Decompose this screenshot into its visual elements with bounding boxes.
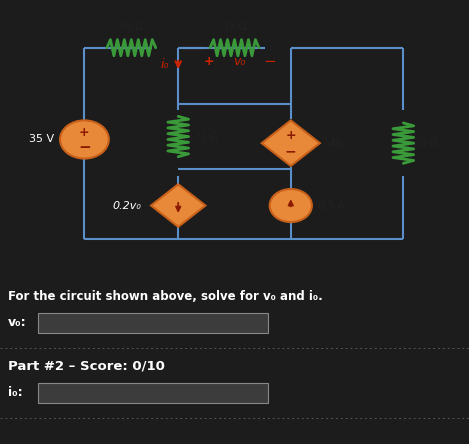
Text: −: − bbox=[263, 54, 276, 69]
Circle shape bbox=[60, 120, 109, 159]
Text: v₀:: v₀: bbox=[8, 316, 27, 329]
Text: v₀: v₀ bbox=[233, 55, 245, 68]
Text: For the circuit shown above, solve for v₀ and i₀.: For the circuit shown above, solve for v… bbox=[8, 290, 323, 303]
Text: +: + bbox=[286, 129, 296, 142]
Text: 77 Ω: 77 Ω bbox=[223, 22, 246, 32]
Circle shape bbox=[270, 189, 312, 222]
Text: 60 Ω: 60 Ω bbox=[120, 22, 143, 32]
Text: 4i₀: 4i₀ bbox=[327, 137, 344, 150]
Text: 0.2v₀: 0.2v₀ bbox=[113, 201, 142, 210]
Text: 28 Ω: 28 Ω bbox=[414, 138, 437, 148]
Text: −: − bbox=[285, 144, 296, 158]
Text: 0.5 A: 0.5 A bbox=[318, 201, 345, 210]
Polygon shape bbox=[262, 120, 320, 166]
Text: 71 Ω: 71 Ω bbox=[195, 131, 218, 142]
Text: i₀:: i₀: bbox=[8, 385, 23, 399]
Text: +: + bbox=[204, 55, 214, 68]
Text: Part #2 – Score: 0/10: Part #2 – Score: 0/10 bbox=[8, 360, 165, 373]
Polygon shape bbox=[151, 184, 205, 227]
Text: i₀: i₀ bbox=[160, 59, 169, 71]
Text: 35 V: 35 V bbox=[29, 135, 54, 144]
Text: −: − bbox=[78, 140, 91, 155]
FancyBboxPatch shape bbox=[38, 383, 268, 403]
FancyBboxPatch shape bbox=[38, 313, 268, 333]
Text: +: + bbox=[79, 127, 90, 139]
